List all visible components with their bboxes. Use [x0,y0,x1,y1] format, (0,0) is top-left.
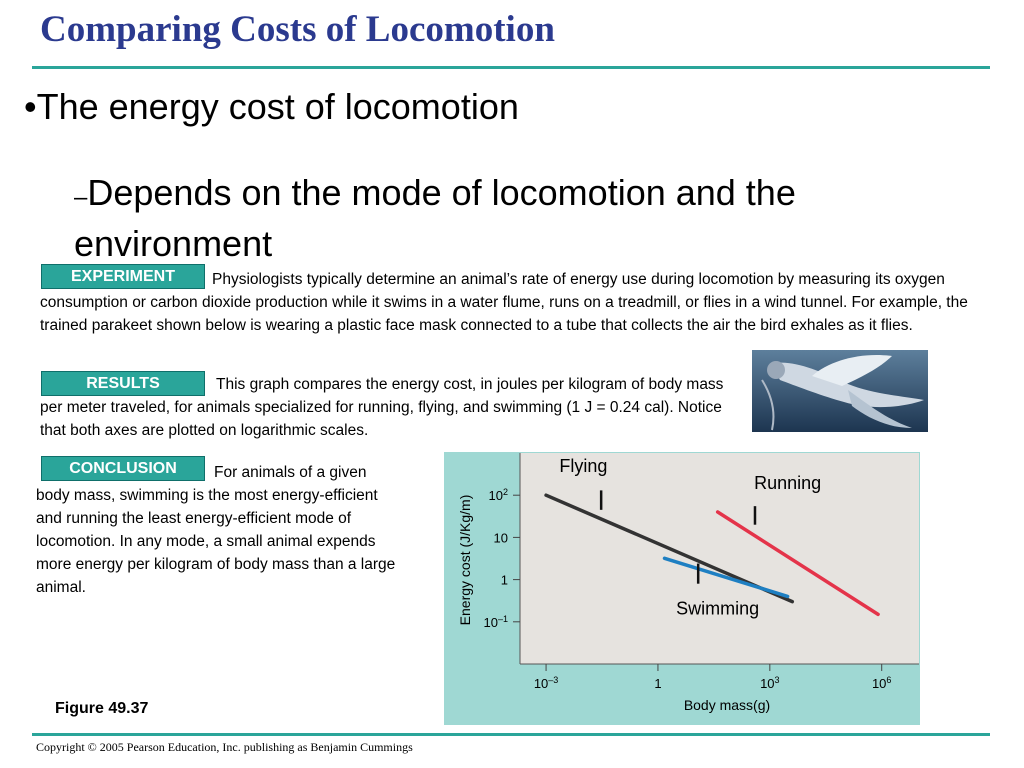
conclusion-tag: CONCLUSION [41,456,205,481]
series-label-running: Running [754,473,821,493]
series-line-running [715,510,880,617]
title-divider [32,66,990,69]
y-tick-label: 102 [489,487,508,503]
series-line-swimming [662,556,790,599]
chart-panel: 10–3 1 103 106 102 10 1 10–1 Flying Running Swimm… [444,452,920,725]
y-tick-label: 10–1 [484,614,508,630]
copyright: Copyright © 2005 Pearson Education, Inc.… [36,740,413,754]
parakeet-photo [752,350,928,432]
conclusion-paragraph: For animals of a given body mass, swimmi… [36,461,404,599]
bullet-main: •The energy cost of locomotion [24,86,519,127]
results-text: This graph compares the energy cost, in … [40,376,724,439]
x-axis-label: Body mass(g) [684,697,770,713]
y-axis-label: Energy cost (J/Kg/m) [457,495,473,626]
x-tick-label: 1 [654,676,661,691]
footer-divider [32,733,990,736]
sub-bullet-text: Depends on the mode of locomotion and th… [74,172,796,264]
results-tag: RESULTS [41,371,205,396]
x-tick-label: 10–3 [534,675,558,691]
y-tick-label: 1 [501,573,508,588]
x-tick-label: 106 [872,675,891,691]
y-tick-label: 10 [494,530,508,545]
sub-bullet-dash: – [74,184,88,211]
experiment-text: Physiologists typically determine an ani… [40,271,968,334]
conclusion-text: For animals of a given body mass, swimmi… [36,464,396,596]
experiment-tag: EXPERIMENT [41,264,205,289]
results-paragraph: This graph compares the energy cost, in … [40,373,734,442]
series-label-swimming: Swimming [676,598,759,618]
energy-cost-chart: 10–3 1 103 106 102 10 1 10–1 Flying Running Swimm… [457,453,919,713]
plot-area [520,453,919,664]
series-label-flying: Flying [559,456,607,476]
x-tick-label: 103 [760,675,779,691]
page-title: Comparing Costs of Locomotion [40,9,555,50]
figure-label: Figure 49.37 [55,700,149,717]
sub-bullet: –Depends on the mode of locomotion and t… [74,170,974,267]
experiment-paragraph: Physiologists typically determine an ani… [40,268,1002,337]
